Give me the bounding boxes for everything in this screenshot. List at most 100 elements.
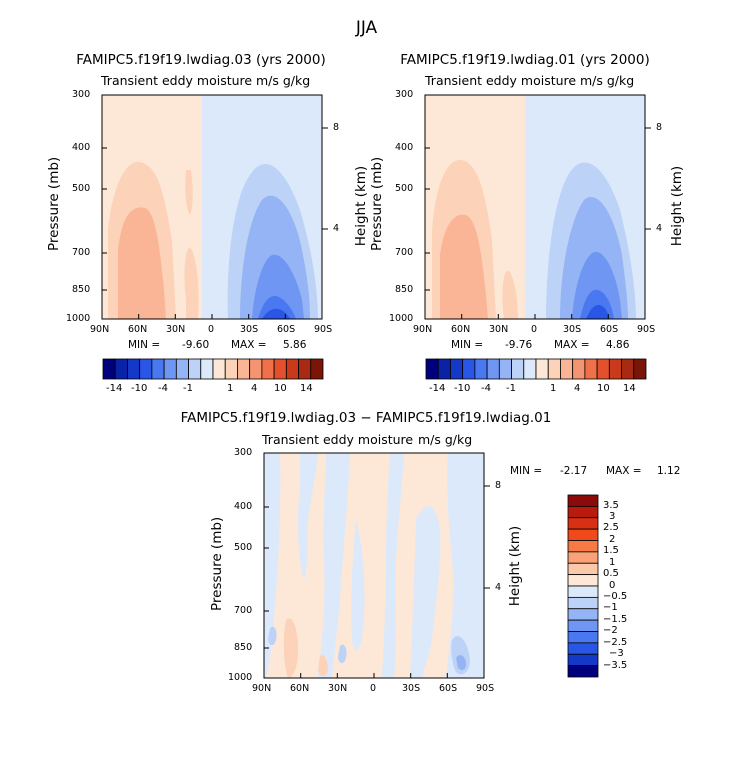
panel1-units: m/s g/kg: [256, 73, 311, 88]
colorbar-swatch: [567, 494, 599, 507]
panel3-colorbar-label: 0.5: [603, 568, 619, 579]
panel3-units: m/s g/kg: [418, 432, 473, 447]
panel1-ytick: 700: [72, 247, 91, 258]
panel2-xtick: 60N: [451, 324, 471, 335]
panel3-neg-f: [410, 506, 441, 678]
panel3-colorbar-label: −1.5: [603, 614, 628, 625]
panel3-ytick: 1000: [228, 672, 253, 683]
panel3-neg-k: [338, 644, 347, 664]
colorbar-swatch: [567, 574, 599, 587]
panel2-ytick: 300: [395, 89, 414, 100]
panel1-pos-2: [118, 207, 166, 319]
colorbar-swatch: [310, 358, 324, 380]
panel3-colorbar-label: 1: [609, 557, 616, 568]
panel2-neg-3: [572, 251, 622, 319]
panel3-min-value: -2.17: [560, 465, 588, 477]
panel3-colorbar-label: 1.5: [603, 545, 619, 556]
panel3-neg-e: [382, 453, 404, 678]
panel3-xtick: 30N: [328, 683, 348, 694]
panel3-neg-g: [446, 453, 484, 678]
panel2-colorbar-label: -4: [481, 383, 491, 394]
panel3-colorbar-label: 2: [609, 534, 616, 545]
panel3-xtick: 0: [370, 683, 377, 694]
panel2-ytick: 700: [395, 247, 414, 258]
colorbar-swatch: [567, 608, 599, 621]
colorbar-swatch: [567, 665, 599, 678]
panel2-colorbar: [425, 358, 647, 380]
panel2-title: FAMIPC5.f19f19.lwdiag.01 (yrs 2000): [400, 52, 650, 68]
panel2-xtick: 30S: [563, 324, 582, 335]
panel1-field: [102, 95, 322, 319]
panel3-neg-c: [318, 453, 350, 678]
colorbar-swatch: [567, 551, 599, 564]
panel2-min-label: MIN =: [451, 339, 484, 351]
panel1-ytick: 850: [72, 284, 91, 295]
panel2-pos-1b: [502, 270, 518, 319]
panel2-xtick: 0: [531, 324, 538, 335]
panel2-y2tick: 8: [656, 122, 663, 133]
panel1-y2tick: 8: [333, 122, 340, 133]
panel2-ytick: 500: [395, 183, 414, 194]
colorbar-swatch: [567, 631, 599, 644]
panel3-colorbar: [567, 494, 599, 678]
colorbar-swatch: [567, 596, 599, 610]
colorbar-swatch: [567, 517, 599, 530]
panel3-ytick: 850: [234, 642, 253, 653]
panel2-max-value: 4.86: [606, 339, 630, 351]
panel3-neg-d: [351, 520, 365, 651]
panel2-y2tick: 4: [656, 223, 663, 234]
panel1-colorbar: [102, 358, 324, 380]
colorbar-swatch: [567, 505, 599, 519]
panel2-neg-5: [586, 304, 609, 319]
panel1-colorbar-label: 4: [251, 383, 258, 394]
colorbar-swatch: [633, 358, 647, 380]
colorbar-swatch: [567, 585, 599, 598]
panel3-pos-a: [283, 618, 298, 678]
panel2-colorbar-label: 4: [574, 383, 581, 394]
panel2-colorbar-label: -1: [506, 383, 516, 394]
panel2-subtitle: Transient eddy moisture: [425, 73, 577, 88]
panel1-colorbar-label: -4: [158, 383, 168, 394]
panel1-ytick: 500: [72, 183, 91, 194]
panel1-y2tick: 4: [333, 223, 340, 234]
panel3-colorbar-label: 0: [609, 580, 616, 591]
panel1-xtick: 0: [208, 324, 215, 335]
panel3-colorbar-label: 3.5: [603, 500, 619, 511]
panel3-ytick: 400: [234, 501, 253, 512]
panel1-max-value: 5.86: [283, 339, 307, 351]
panel2-ytick: 1000: [389, 313, 414, 324]
panel2-colorbar-label: 10: [597, 383, 610, 394]
panel1-colorbar-label: -10: [131, 383, 148, 394]
colorbar-swatch: [567, 540, 599, 553]
panel3-y2tick: 4: [495, 582, 502, 593]
panel1-neg-5: [262, 308, 290, 319]
panel3-max-label: MAX =: [606, 465, 642, 477]
panel3-colorbar-label: 2.5: [603, 522, 619, 533]
panel3-colorbar-label: −0.5: [603, 591, 628, 602]
panel2-colorbar-label: 14: [623, 383, 636, 394]
panel3-y2tick: 8: [495, 480, 502, 491]
panel1-xtick: 90S: [314, 324, 333, 335]
figure-title: JJA: [355, 18, 378, 38]
panel3-xtick: 60S: [439, 683, 458, 694]
panel1-colorbar-label: 10: [274, 383, 287, 394]
panel3-xtick: 90N: [252, 683, 272, 694]
panel3-ytick: 700: [234, 605, 253, 616]
panel1-title: FAMIPC5.f19f19.lwdiag.03 (yrs 2000): [76, 52, 326, 68]
colorbar-swatch: [567, 653, 599, 667]
colorbar-swatch: [567, 528, 599, 541]
panel1-xtick: 30N: [166, 324, 186, 335]
panel1-pos-2b: [185, 170, 193, 215]
panel2-colorbar-label: -10: [454, 383, 471, 394]
panel3-neg-i: [456, 655, 466, 671]
panel3-neg-b: [297, 453, 318, 580]
panel2-ytick: 400: [395, 142, 414, 153]
panel1-ytick: 1000: [66, 313, 91, 324]
panel1-max-label: MAX =: [231, 339, 267, 351]
panel1-ytick: 300: [72, 89, 91, 100]
panel3-ticks: [263, 452, 490, 679]
panel3-xtick: 60N: [290, 683, 310, 694]
